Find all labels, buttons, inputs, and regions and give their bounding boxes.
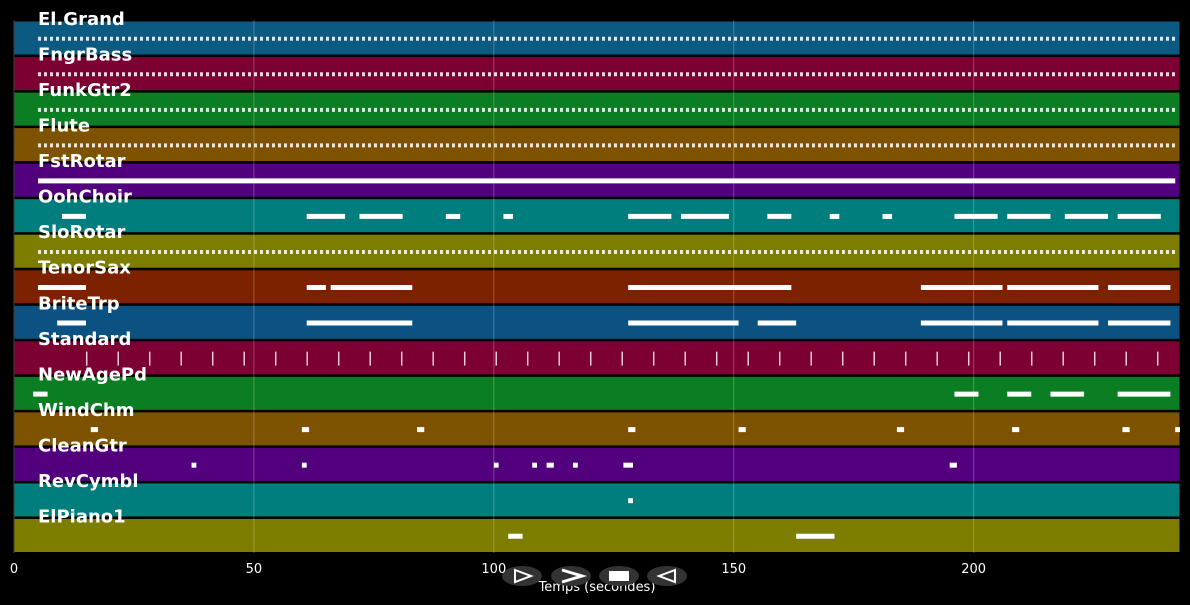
track-band [13,304,1181,340]
track-band [13,482,1181,518]
x-tick-label: 50 [246,562,263,577]
x-tick-label: 200 [961,562,986,577]
track-band [13,198,1181,234]
back-icon [656,568,676,584]
track-label: NewAgePd [38,364,147,385]
track-label: FunkGtr2 [38,80,132,101]
track-label: FstRotar [38,151,126,172]
track-label: FngrBass [38,45,132,66]
controls [502,566,687,586]
play-button[interactable] [502,566,542,586]
x-tick-label: 100 [481,562,506,577]
track-label: TenorSax [38,258,131,279]
track-band [13,517,1181,554]
forward-button[interactable] [551,566,591,586]
x-tick-label: 0 [10,562,18,577]
back-button[interactable] [647,566,687,586]
x-axis-label: Temps (secondes) [538,580,656,595]
track-label: SloRotar [38,222,125,243]
track-band [13,340,1181,376]
track-label: WindChm [38,400,135,421]
track-band [13,446,1181,482]
track-label: CleanGtr [38,435,127,456]
stop-icon [609,571,629,581]
track-band [13,375,1181,411]
track-label: BriteTrp [38,293,120,314]
track-label: OohChoir [38,187,132,208]
track-label: Standard [38,329,131,350]
play-icon [514,568,534,584]
x-tick-label: 150 [721,562,746,577]
forward-icon [561,568,588,584]
track-label: ElPiano1 [38,506,126,527]
track-label: El.Grand [38,9,125,30]
track-band [13,411,1181,447]
track-label: Flute [38,116,90,137]
track-band [13,269,1181,305]
track-label: RevCymbl [38,471,139,492]
